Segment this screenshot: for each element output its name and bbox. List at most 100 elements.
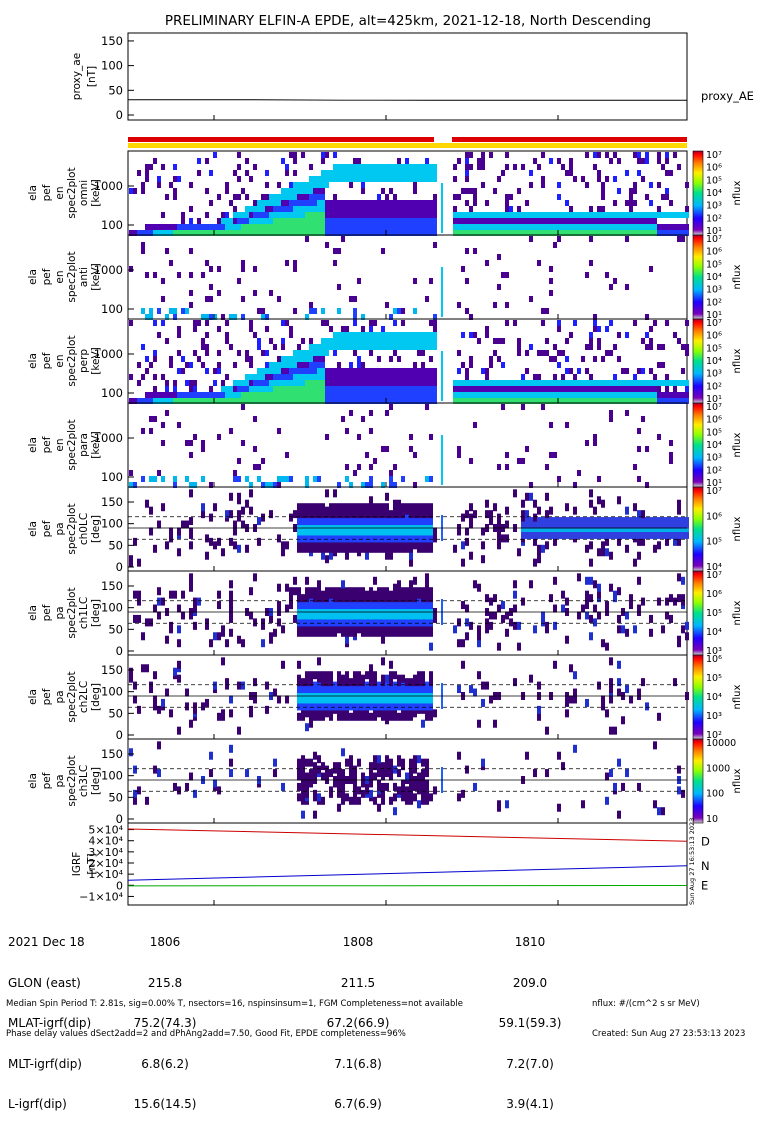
spectrogram-cell <box>421 212 425 218</box>
spectrogram-cell <box>541 517 545 525</box>
spectrogram-cell <box>145 176 149 182</box>
spectrogram-cell <box>273 392 277 398</box>
spectrogram-cell <box>181 218 185 224</box>
spectrogram-cell <box>397 212 401 218</box>
spectrogram-cell <box>297 541 301 549</box>
footer-line: Phase delay values dSect2add=2 and dPhAn… <box>6 1029 463 1039</box>
spectrogram-cell <box>349 380 353 386</box>
spectrogram-cell <box>381 503 385 511</box>
spectrogram-cell <box>353 176 357 182</box>
spectrogram-cell <box>425 170 429 176</box>
spectrogram-cell <box>205 188 209 194</box>
spectrogram-cell <box>189 380 193 386</box>
y-axis-label: [deg] <box>90 599 102 627</box>
spectrogram-cell <box>677 338 681 344</box>
spectrogram-cell <box>381 248 385 254</box>
spectrogram-cell <box>181 611 185 619</box>
spectrogram-cell <box>505 392 509 398</box>
spectrogram-cell <box>185 380 189 386</box>
spectrogram-cell <box>405 332 409 338</box>
spectrogram-cell <box>565 170 569 176</box>
spectrogram-cell <box>501 362 505 368</box>
spectrogram-cell <box>273 218 277 224</box>
spectrogram-cell <box>353 320 357 326</box>
spectrogram-cell <box>177 786 181 794</box>
spectrogram-cell <box>345 386 349 392</box>
spectrogram-cell <box>641 212 645 218</box>
spectrogram-cell <box>341 176 345 182</box>
spectrogram-cell <box>317 218 321 224</box>
spectrogram-cell <box>305 362 309 368</box>
spectrogram-cell <box>301 811 305 819</box>
spectrogram-cell <box>249 356 253 362</box>
spectrogram-cell <box>493 503 497 511</box>
spectrogram-cell <box>389 404 393 410</box>
spectrogram-cell <box>641 218 645 224</box>
spectrogram-cell <box>605 224 609 230</box>
spectrogram-cell <box>305 503 309 511</box>
spectrogram-cell <box>497 643 501 651</box>
y-axis-label: proxy_ae <box>71 53 83 100</box>
spectrogram-cell <box>613 152 617 158</box>
spectrogram-cell <box>573 320 577 326</box>
spectrogram-cell <box>597 338 601 344</box>
spectrogram-cell <box>357 206 361 212</box>
spectrogram-cell <box>593 380 597 386</box>
spectrogram-cell <box>389 368 393 374</box>
spectrogram-cell <box>481 218 485 224</box>
colorbar-tick-label: 10⁷ <box>706 234 722 245</box>
spectrogram-cell <box>469 392 473 398</box>
spectrogram-cell <box>229 709 233 717</box>
spectrogram-cell <box>465 224 469 230</box>
spectrogram-cell <box>301 769 305 777</box>
spectrogram-cell <box>565 422 569 428</box>
spectrogram-cell <box>485 618 489 626</box>
spectrogram-cell <box>433 338 437 344</box>
spectrogram-cell <box>245 392 249 398</box>
colorbar <box>693 487 703 571</box>
spectrogram-cell <box>401 368 405 374</box>
spectrogram-cell <box>333 200 337 206</box>
spectrogram-cell <box>241 386 245 392</box>
spectrogram-cell <box>573 695 577 703</box>
spectrogram-cell <box>597 326 601 332</box>
colorbar <box>693 655 703 739</box>
spectrogram-cell <box>605 709 609 717</box>
spectrogram-cell <box>685 350 689 356</box>
spectrogram-cell <box>581 605 585 613</box>
spectrogram-cell <box>493 302 497 308</box>
spectrogram-cell <box>377 200 381 206</box>
spectrogram-cell <box>397 158 401 164</box>
spectrogram-cell <box>149 618 153 626</box>
spectrogram-cell <box>321 713 325 721</box>
y-axis-label: [keV] <box>90 263 102 291</box>
spectrogram-cell <box>245 218 249 224</box>
spectrogram-cell <box>161 422 165 428</box>
spectrogram-cell <box>345 793 349 801</box>
spectrogram-cell <box>365 368 369 374</box>
spectrogram-cell <box>397 308 401 314</box>
spectrogram-cell <box>577 212 581 218</box>
spectrogram-cell <box>505 152 509 158</box>
spectrogram-cell <box>165 636 169 644</box>
spectrogram-cell <box>373 164 377 170</box>
spectrogram-cell <box>265 170 269 176</box>
y-tick-label: 50 <box>108 622 123 636</box>
spectrogram-cell <box>629 218 633 224</box>
spectrogram-cell <box>281 380 285 386</box>
spectrogram-cell <box>289 152 293 158</box>
spectrogram-cell <box>541 152 545 158</box>
spectrogram-cell <box>517 643 521 651</box>
spectrogram-cell <box>381 176 385 182</box>
spectrogram-cell <box>325 344 329 350</box>
spectrogram-cell <box>409 552 413 560</box>
spectrogram-cell <box>633 212 637 218</box>
spectrogram-cell <box>501 534 505 542</box>
spectrogram-cell <box>621 392 625 398</box>
spectrogram-cell <box>165 392 169 398</box>
spectrogram-cell <box>401 164 405 170</box>
spectrogram-cell <box>369 664 373 672</box>
spectrogram-cell <box>681 517 685 525</box>
spectrogram-cell <box>325 170 329 176</box>
